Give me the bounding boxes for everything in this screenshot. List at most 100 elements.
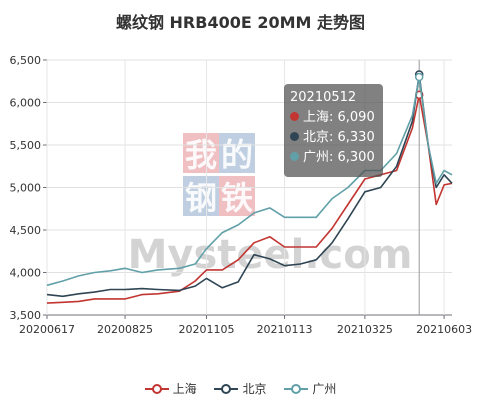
data-point — [269, 207, 271, 209]
data-point — [331, 227, 333, 229]
legend-label-beijing: 北京 — [242, 382, 267, 396]
data-point — [62, 301, 64, 303]
data-point — [93, 291, 95, 293]
data-point — [443, 169, 445, 171]
watermark-char: 铁 — [221, 179, 253, 217]
data-point — [77, 293, 79, 295]
data-point — [451, 182, 453, 184]
data-point — [194, 263, 196, 265]
x-tick-label: 20210603 — [416, 323, 472, 336]
data-point — [414, 72, 424, 82]
x-tick-label: 20210325 — [337, 323, 393, 336]
data-point — [141, 293, 143, 295]
data-point — [443, 174, 445, 176]
data-point — [237, 224, 239, 226]
x-tick-label: 20210113 — [257, 323, 313, 336]
watermark-char: 钢 — [185, 179, 217, 217]
legend-icon-shanghai — [144, 383, 169, 395]
watermark-site: Mysteel.com — [128, 232, 413, 278]
watermark-char: 的 — [221, 136, 253, 174]
data-point — [157, 269, 159, 271]
y-tick-label: 4,000 — [10, 267, 42, 280]
legend-label-guangzhou: 广州 — [312, 382, 337, 396]
tooltip-row-guangzhou: 广州: 6,300 — [290, 148, 377, 168]
data-point — [109, 270, 111, 272]
y-tick-label: 5,000 — [10, 182, 42, 195]
data-point — [124, 267, 126, 269]
data-point — [194, 285, 196, 287]
data-point — [46, 302, 48, 304]
data-point — [347, 218, 349, 220]
data-point — [411, 127, 413, 129]
watermark-tile — [183, 133, 219, 173]
y-tick-label: 5,500 — [10, 139, 42, 152]
chart-title: 螺纹钢 HRB400E 20MM 走势图 — [115, 13, 366, 32]
data-point — [451, 174, 453, 176]
data-point — [347, 186, 349, 188]
data-point — [435, 203, 437, 205]
data-point — [205, 248, 207, 250]
data-point — [157, 288, 159, 290]
data-point — [411, 114, 413, 116]
data-point — [283, 246, 285, 248]
data-point — [443, 184, 445, 186]
data-point — [109, 288, 111, 290]
data-point — [427, 144, 429, 146]
watermark-tile — [183, 176, 219, 216]
x-tick-label: 20200825 — [97, 323, 153, 336]
data-point — [253, 212, 255, 214]
data-point — [315, 259, 317, 261]
legend-item-shanghai[interactable]: 上海 — [144, 380, 197, 397]
series-line-2 — [46, 76, 453, 287]
tooltip-dot-guangzhou — [290, 152, 299, 161]
data-point — [194, 280, 196, 282]
data-point — [77, 300, 79, 302]
data-point — [299, 246, 301, 248]
data-point — [178, 289, 180, 291]
data-point — [315, 216, 317, 218]
tooltip-dot-beijing — [290, 132, 299, 141]
data-point — [221, 269, 223, 271]
data-point — [109, 298, 111, 300]
data-point — [347, 203, 349, 205]
data-point — [237, 259, 239, 261]
data-point — [283, 216, 285, 218]
tooltip-value-shanghai: 上海: 6,090 — [303, 110, 375, 125]
legend-item-guangzhou[interactable]: 广州 — [284, 380, 336, 397]
tooltip-row-shanghai: 上海: 6,090 — [290, 108, 377, 128]
legend-icon-beijing — [214, 383, 239, 395]
data-point — [221, 287, 223, 289]
watermark-tile — [219, 176, 255, 216]
chart-legend: 上海 北京 广州 — [0, 380, 481, 398]
legend-item-beijing[interactable]: 北京 — [214, 380, 267, 397]
data-point — [380, 186, 382, 188]
data-point — [269, 258, 271, 260]
x-tick-label: 20200617 — [19, 323, 75, 336]
data-point — [411, 120, 413, 122]
data-point — [46, 293, 48, 295]
tooltip-value-guangzhou: 广州: 6,300 — [303, 150, 375, 165]
tooltip-dot-shanghai — [290, 112, 299, 121]
data-point — [77, 275, 79, 277]
data-point — [124, 298, 126, 300]
data-point — [157, 293, 159, 295]
data-point — [253, 253, 255, 255]
y-tick-label: 3,500 — [10, 309, 42, 322]
data-point — [46, 284, 48, 286]
chart-tooltip: 20210512 上海: 6,090 北京: 6,330 广州: 6,300 — [284, 84, 383, 177]
y-tick-label: 4,500 — [10, 224, 42, 237]
data-point — [205, 277, 207, 279]
data-point — [364, 191, 366, 193]
watermark-tile — [219, 133, 255, 173]
data-point — [178, 267, 180, 269]
data-point — [283, 265, 285, 267]
y-tick-label: 6,000 — [10, 97, 42, 110]
data-point — [395, 152, 397, 154]
data-point — [141, 287, 143, 289]
data-point — [299, 216, 301, 218]
data-point — [141, 271, 143, 273]
legend-label-shanghai: 上海 — [172, 382, 197, 396]
data-point — [237, 281, 239, 283]
